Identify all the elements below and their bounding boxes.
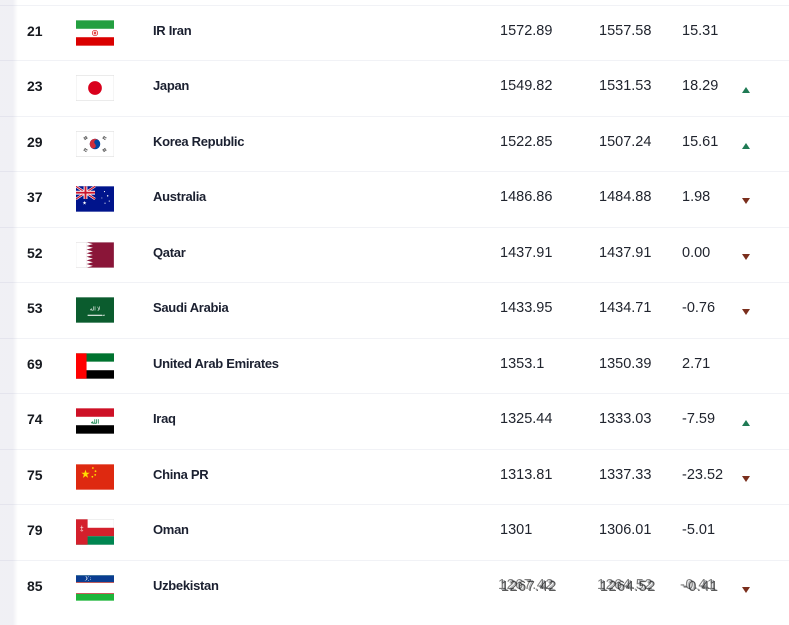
- svg-text:لا اله: لا اله: [90, 307, 100, 313]
- svg-text:الله: الله: [91, 419, 100, 426]
